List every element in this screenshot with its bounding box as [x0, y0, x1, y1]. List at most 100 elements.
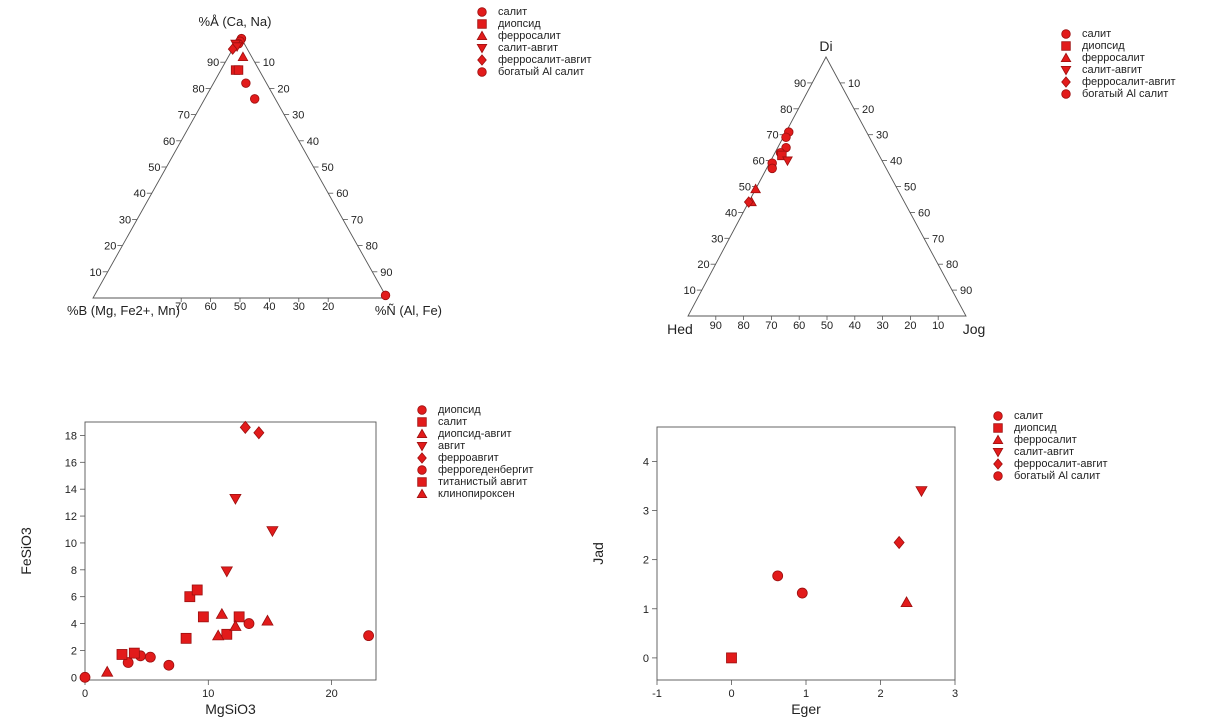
legend-marker [994, 472, 1003, 481]
right-edge-tick-label: 30 [876, 130, 888, 142]
data-point [244, 619, 254, 629]
legend-marker [1061, 66, 1070, 74]
x-tick-label: 10 [202, 688, 214, 700]
scatter-chart-mgsio3-fesio3: 0 10 20 0 2 4 6 8 10 12 14 16 18 MgSiO3 FeSiO3 диопсид… [0, 380, 600, 728]
legend-item: титанистый авгит [416, 476, 533, 488]
right-edge-tick-label: 20 [862, 104, 874, 116]
data-point [117, 649, 127, 659]
legend-symbol [992, 422, 1004, 434]
plot-frame [657, 427, 955, 680]
vertex-label-top: Di [819, 38, 832, 54]
legend-marker [993, 435, 1002, 443]
legend-marker [1062, 30, 1071, 39]
legend-marker [418, 406, 427, 415]
vertex-label-right: Jog [963, 321, 986, 337]
right-edge-tick-label: 10 [263, 57, 275, 69]
data-point [198, 612, 208, 622]
y-axis-label: FeSiO3 [18, 527, 34, 575]
legend-marker [993, 448, 1002, 456]
legend-symbol [416, 404, 428, 416]
data-point [364, 631, 374, 641]
data-point [80, 672, 90, 682]
scatter-plot-area: -1 0 1 2 301234EgerJad [560, 380, 1210, 728]
legend-item: ферросалит-авгит [992, 458, 1108, 470]
legend-item: салит [476, 6, 592, 18]
legend-label: диопсид [498, 18, 541, 30]
scatter-chart-eger-jad: -1 0 1 2 3 0 1 2 3 4 Eger Jad салит диопсид ферросали… [560, 380, 1210, 728]
legend-symbol [992, 470, 1004, 482]
legend-label: ферросалит-авгит [498, 54, 592, 66]
legend-item: диопсид [476, 18, 592, 30]
legend-item: ферросалит-авгит [1060, 76, 1176, 88]
legend-item: салит [992, 410, 1108, 422]
y-tick-label: 0 [643, 653, 649, 665]
legend-label: титанистый авгит [438, 476, 527, 488]
ternary-chart-ca-na: 10 20 30 40 50 60 70 80 90 10 20 30 40 50 60 70 80 90 70 60… [0, 0, 640, 330]
right-edge-tick-label: 10 [848, 78, 860, 90]
data-point [916, 487, 927, 497]
legend-symbol [476, 54, 488, 66]
legend-symbol [416, 452, 428, 464]
legend-item: ферросалит-авгит [476, 54, 592, 66]
legend-symbol [416, 440, 428, 452]
ternary-chart-di-hed-jog: 10 20 30 40 50 60 70 80 90 10 20 30 40 50 60 70 80 90 90 80… [640, 0, 1210, 360]
data-point [192, 585, 202, 595]
legend: салит диопсид ферросалит салит-авгит ферроса… [992, 410, 1108, 482]
data-point [242, 79, 251, 88]
bottom-edge-tick-label: 90 [710, 320, 722, 332]
legend-symbol [1060, 40, 1072, 52]
legend-item: диопсид [992, 422, 1108, 434]
legend-marker [418, 466, 427, 475]
legend-symbol [476, 18, 488, 30]
legend-marker [478, 20, 487, 29]
legend-marker [417, 429, 426, 437]
vertex-label-left: %B (Mg, Fe2+, Mn) [67, 303, 180, 318]
y-tick-label: 16 [65, 457, 77, 469]
vertex-label-right: %Ñ (Al, Fe) [375, 303, 442, 318]
data-point [727, 653, 737, 663]
legend-item: богатый Al салит [992, 470, 1108, 482]
legend-marker [1062, 77, 1071, 87]
left-edge-tick-label: 50 [739, 182, 751, 194]
bottom-edge-tick-label: 30 [876, 320, 888, 332]
data-point [751, 184, 760, 192]
y-tick-label: 8 [71, 565, 77, 577]
bottom-edge-tick-label: 70 [765, 320, 777, 332]
left-edge-tick-label: 20 [697, 259, 709, 271]
legend-marker [418, 418, 427, 427]
left-edge-tick-label: 70 [766, 130, 778, 142]
data-point [783, 157, 792, 165]
legend-item: богатый Al салит [476, 66, 592, 78]
y-tick-label: 2 [643, 555, 649, 567]
data-point [221, 567, 232, 577]
legend-marker [1062, 90, 1071, 99]
x-tick-label: 0 [728, 688, 734, 700]
legend-label: ферросалит-авгит [1014, 458, 1108, 470]
right-edge-tick-label: 70 [932, 233, 944, 245]
data-point [262, 615, 273, 625]
right-edge-tick-label: 40 [307, 136, 319, 148]
data-point [238, 52, 247, 60]
legend-symbol [476, 30, 488, 42]
left-edge-tick-label: 30 [711, 233, 723, 245]
left-edge-tick-label: 20 [104, 241, 116, 253]
vertex-label-left: Hed [667, 321, 693, 337]
y-tick-label: 14 [65, 484, 77, 496]
left-edge-tick-label: 30 [119, 214, 131, 226]
legend-item: богатый Al салит [1060, 88, 1176, 100]
bottom-edge-tick-label: 50 [234, 301, 246, 313]
y-tick-label: 18 [65, 430, 77, 442]
data-point [230, 494, 241, 504]
y-tick-label: 10 [65, 538, 77, 550]
bottom-edge-tick-label: 80 [737, 320, 749, 332]
y-tick-label: 1 [643, 604, 649, 616]
data-point [250, 95, 259, 104]
legend-label: клинопироксен [438, 488, 515, 500]
x-tick-label: 0 [82, 688, 88, 700]
legend-item: авгит [416, 440, 533, 452]
legend-label: салит [1014, 410, 1043, 422]
data-point [234, 66, 243, 75]
legend-marker [477, 31, 486, 39]
y-tick-label: 6 [71, 592, 77, 604]
legend: салит диопсид ферросалит салит-авгит ферроса… [1060, 28, 1176, 100]
